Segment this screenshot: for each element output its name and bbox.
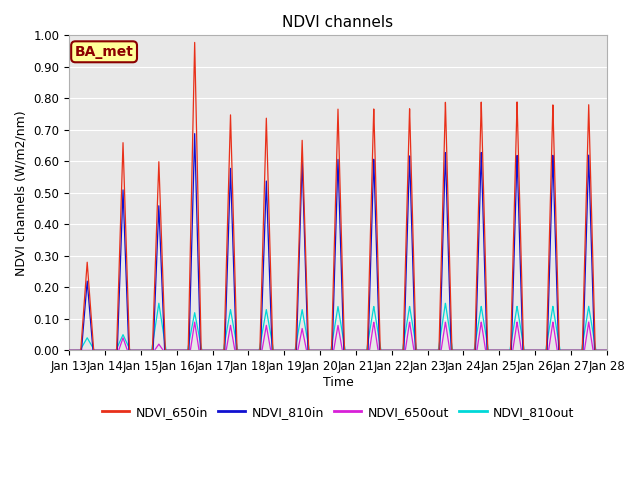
NDVI_810in xyxy=(175,348,182,353)
NDVI_650in xyxy=(488,348,496,353)
NDVI_810out xyxy=(65,348,73,353)
Title: NDVI channels: NDVI channels xyxy=(282,15,394,30)
NDVI_650in xyxy=(412,347,420,352)
NDVI_650out xyxy=(601,348,609,353)
NDVI_650out xyxy=(488,348,496,353)
NDVI_810out xyxy=(412,343,420,348)
Line: NDVI_810out: NDVI_810out xyxy=(69,303,607,350)
NDVI_810in xyxy=(180,348,188,353)
NDVI_810out xyxy=(603,348,611,353)
NDVI_650in xyxy=(65,348,73,353)
NDVI_810out xyxy=(601,348,609,353)
NDVI_810in xyxy=(601,348,609,353)
NDVI_650in xyxy=(180,348,188,353)
NDVI_650out xyxy=(175,348,182,353)
NDVI_650in xyxy=(191,39,198,45)
NDVI_650out xyxy=(603,348,611,353)
X-axis label: Time: Time xyxy=(323,376,353,389)
NDVI_810out xyxy=(180,348,188,353)
NDVI_650out xyxy=(412,348,420,353)
Line: NDVI_810in: NDVI_810in xyxy=(69,133,607,350)
NDVI_650in xyxy=(603,348,611,353)
NDVI_650out xyxy=(585,319,593,325)
Y-axis label: NDVI channels (W/m2/nm): NDVI channels (W/m2/nm) xyxy=(15,110,28,276)
NDVI_810in xyxy=(267,301,275,307)
Text: BA_met: BA_met xyxy=(75,45,134,59)
NDVI_810in xyxy=(191,131,198,136)
NDVI_810in xyxy=(603,348,611,353)
Line: NDVI_650out: NDVI_650out xyxy=(69,322,607,350)
NDVI_810out xyxy=(488,348,496,353)
Legend: NDVI_650in, NDVI_810in, NDVI_650out, NDVI_810out: NDVI_650in, NDVI_810in, NDVI_650out, NDV… xyxy=(97,401,579,424)
NDVI_810out xyxy=(155,300,163,306)
NDVI_810out xyxy=(267,330,275,336)
NDVI_650out xyxy=(65,348,73,353)
NDVI_650in xyxy=(601,348,609,353)
NDVI_650in xyxy=(175,348,182,353)
NDVI_650in xyxy=(267,265,275,271)
NDVI_810in xyxy=(65,348,73,353)
NDVI_810in xyxy=(412,348,420,353)
NDVI_650out xyxy=(267,347,275,352)
NDVI_650out xyxy=(180,348,188,353)
Line: NDVI_650in: NDVI_650in xyxy=(69,42,607,350)
NDVI_810in xyxy=(488,348,496,353)
NDVI_810out xyxy=(175,348,182,353)
